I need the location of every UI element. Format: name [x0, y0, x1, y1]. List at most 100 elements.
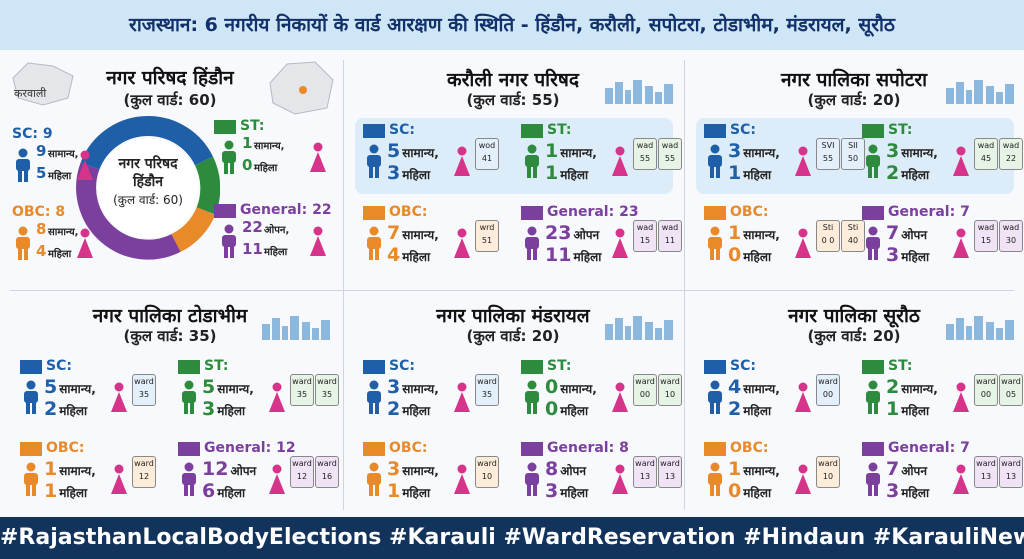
count: 2 — [44, 398, 58, 420]
person-icon — [523, 144, 541, 182]
ward-text: 16 — [321, 472, 333, 481]
map — [12, 62, 74, 106]
female-icon — [268, 382, 286, 420]
count-text: सामान्य, — [901, 382, 938, 396]
ward-box: wad 22 — [999, 138, 1023, 170]
count-row: 0 महिला — [728, 244, 771, 266]
panel-total: (कुल वार्ड: 35) — [123, 327, 217, 345]
count-row: 7 सामान्य, — [387, 222, 439, 244]
count-text: सामान्य, — [254, 141, 285, 152]
skyline — [605, 314, 675, 344]
panel-title: नगर पालिका टोडाभीम — [92, 305, 248, 327]
ward-text: wad — [1002, 223, 1020, 232]
ward-text: 10 — [664, 390, 676, 399]
count: 5 — [202, 376, 216, 398]
person-icon — [220, 140, 238, 178]
count-row: 2 महिला — [886, 162, 929, 184]
ward-text: ward — [477, 377, 497, 386]
category-label: SC: — [46, 358, 72, 374]
person-icon — [365, 380, 383, 418]
ward-text: ward — [292, 459, 312, 468]
count-text: सामान्य, — [560, 146, 597, 160]
female-icon — [309, 142, 327, 180]
count-row: 1 महिला — [728, 162, 771, 184]
divider — [10, 290, 1014, 291]
ward-box: ward 35 — [290, 374, 314, 406]
category-swatch — [862, 206, 884, 220]
ward-text: ward — [477, 459, 497, 468]
count-row: 4 महिला — [387, 244, 430, 266]
person-icon — [706, 380, 724, 418]
category-swatch — [521, 360, 543, 374]
category-swatch — [704, 124, 726, 138]
count: 1 — [728, 222, 742, 244]
ward-text: 10 — [822, 472, 834, 481]
ward-text: ward — [976, 459, 996, 468]
category-label: SC: — [730, 122, 756, 138]
count: 12 — [202, 458, 229, 480]
count: 0 — [545, 398, 559, 420]
count-row: 2 महिला — [728, 398, 771, 420]
person-icon — [14, 148, 32, 186]
ward-box: ward 12 — [132, 456, 156, 488]
count-text: महिला — [560, 168, 589, 182]
ward-box: ward 00 — [816, 374, 840, 406]
count-text: महिला — [743, 404, 772, 418]
donut-text: नगर परिषद — [118, 156, 178, 172]
donut — [76, 116, 220, 260]
female-icon — [110, 464, 128, 502]
count: 3 — [387, 458, 401, 480]
person-icon — [14, 226, 32, 264]
ward-box: ward 10 — [658, 374, 682, 406]
ward-text: 22 — [1005, 154, 1017, 163]
divider — [684, 60, 685, 510]
person-icon — [523, 380, 541, 418]
count: 7 — [886, 222, 900, 244]
panel-total: (कुल वार्ड: 20) — [807, 327, 901, 345]
count-row: 0 सामान्य, — [545, 376, 597, 398]
ward-text: Sti — [847, 223, 859, 232]
count-text: महिला — [217, 486, 246, 500]
female-icon — [453, 228, 471, 266]
ward-text: 12 — [138, 472, 150, 481]
person-icon — [706, 226, 724, 264]
ward-text: 05 — [1005, 390, 1017, 399]
ward-text: ward — [292, 377, 312, 386]
category-label: OBC: — [730, 440, 769, 456]
ward-text: ward — [660, 459, 680, 468]
count-row: 3 सामान्य, — [886, 140, 938, 162]
count-row: 11 महिला — [545, 244, 601, 266]
count-row: 3 महिला — [545, 480, 588, 502]
ward-box: wad 45 — [974, 138, 998, 170]
category-swatch — [704, 206, 726, 220]
person-icon — [365, 462, 383, 500]
count: 0 — [545, 376, 559, 398]
count-text: महिला — [48, 249, 72, 260]
count-row: 7 ओपन — [886, 458, 927, 480]
count: 2 — [728, 398, 742, 420]
person-icon — [220, 224, 238, 262]
count: 3 — [886, 140, 900, 162]
category-label: SC: — [389, 358, 415, 374]
count-text: सामान्य, — [59, 464, 96, 478]
ward-text: wad — [661, 141, 679, 150]
count: 8 — [545, 458, 559, 480]
count-text: ओपन — [573, 228, 600, 242]
count: 1 — [728, 162, 742, 184]
count: 3 — [387, 162, 401, 184]
ward-box: SVI 55 — [816, 138, 840, 170]
ward-text: 00 — [639, 390, 651, 399]
skyline — [946, 78, 1016, 108]
category-swatch — [704, 360, 726, 374]
ward-box: ward 05 — [999, 374, 1023, 406]
count-row: 3 सामान्य, — [387, 458, 439, 480]
count: 0 — [728, 480, 742, 502]
count-text: महिला — [901, 250, 930, 264]
count-text: महिला — [59, 486, 88, 500]
count-row: 1 सामान्य, — [728, 458, 780, 480]
count-row: 7 ओपन — [886, 222, 927, 244]
female-icon — [611, 464, 629, 502]
count-row: 5 सामान्य, — [387, 140, 439, 162]
count-text: महिला — [901, 404, 930, 418]
count-text: सामान्य, — [560, 382, 597, 396]
